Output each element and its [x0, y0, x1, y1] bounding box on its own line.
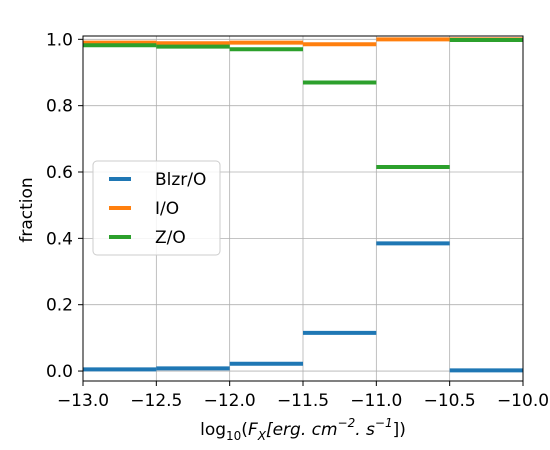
- x-tick-label: −12.0: [204, 391, 256, 411]
- legend-label-zo: Z/O: [155, 228, 186, 248]
- x-axis-label-units-1: [erg. cm: [266, 420, 338, 440]
- x-axis-label-cm-exp: −2: [338, 416, 356, 430]
- series-layer: [83, 37, 523, 373]
- x-tick-label: −10.0: [497, 391, 549, 411]
- y-tick-label: 0.2: [46, 296, 73, 316]
- x-tick-label: −11.0: [350, 391, 402, 411]
- x-tick-label: −13.0: [57, 391, 109, 411]
- y-tick-label: 1.0: [46, 30, 73, 50]
- y-tick-label: 0.8: [46, 97, 73, 117]
- y-tick-label: 0.4: [46, 229, 73, 249]
- x-axis-label-F: F: [248, 420, 258, 440]
- y-axis-label: fraction: [17, 177, 37, 242]
- legend-label-blzr: Blzr/O: [155, 170, 206, 190]
- x-tick-label: −11.5: [277, 391, 329, 411]
- x-axis-label-log: log: [200, 420, 226, 440]
- x-axis-label-log-sub: 10: [226, 429, 241, 443]
- x-tick-label: −12.5: [130, 391, 182, 411]
- x-axis-label-units-2: . s: [355, 420, 375, 440]
- y-tick-label: 0.6: [46, 163, 73, 183]
- legend: Blzr/O I/O Z/O: [92, 160, 221, 256]
- x-axis-label-open: (: [241, 420, 248, 440]
- ticks: −13.0 −12.5 −12.0 −11.5 −11.0 −10.5 −10.0 0.0 0.…: [46, 30, 549, 411]
- y-tick-label: 0.0: [46, 362, 73, 382]
- x-axis-label-s-exp: −1: [375, 416, 393, 430]
- x-axis-label-close: ]): [393, 420, 406, 440]
- legend-box: [92, 160, 221, 256]
- legend-label-io: I/O: [155, 199, 179, 219]
- x-tick-label: −10.5: [424, 391, 476, 411]
- x-axis-label-F-sub: X: [257, 429, 267, 443]
- x-axis-label: log10(FX[erg. cm−2. s−1]): [200, 416, 406, 443]
